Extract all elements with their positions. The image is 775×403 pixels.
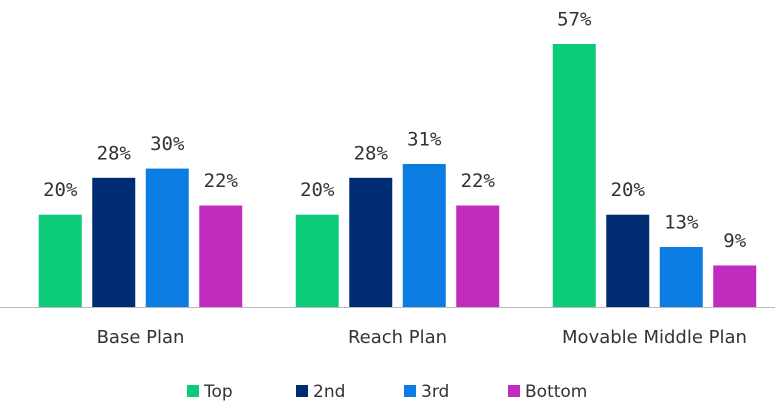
legend-label: 3rd — [421, 382, 449, 402]
x-tick-label: Base Plan — [97, 327, 185, 348]
legend-swatch — [508, 385, 520, 397]
value-label: 20% — [300, 179, 335, 201]
legend-swatch — [404, 385, 416, 397]
value-label: 13% — [664, 212, 699, 234]
legend-swatch — [187, 385, 199, 397]
bar — [456, 205, 500, 307]
value-label: 20% — [611, 179, 646, 201]
bar — [552, 44, 596, 307]
legend-label: Top — [203, 382, 233, 402]
value-label: 9% — [723, 230, 746, 252]
bar — [295, 214, 339, 307]
value-label: 22% — [461, 170, 496, 192]
bar — [349, 177, 393, 307]
value-label: 28% — [354, 142, 389, 164]
value-label: 22% — [204, 170, 239, 192]
bar — [199, 205, 243, 307]
x-tick-label: Reach Plan — [348, 327, 447, 348]
value-label: 57% — [557, 9, 592, 31]
legend-label: 2nd — [313, 382, 345, 402]
legend-swatch — [296, 385, 308, 397]
bar — [402, 163, 446, 307]
bar — [713, 265, 757, 307]
bar — [145, 168, 189, 307]
bar — [659, 247, 703, 307]
value-label: 31% — [407, 128, 442, 150]
bar — [606, 214, 650, 307]
value-label: 20% — [43, 179, 78, 201]
value-label: 28% — [97, 142, 132, 164]
legend-label: Bottom — [525, 382, 587, 402]
bar — [38, 214, 82, 307]
bar — [92, 177, 136, 307]
x-tick-label: Movable Middle Plan — [562, 327, 747, 348]
value-label: 30% — [150, 133, 185, 155]
